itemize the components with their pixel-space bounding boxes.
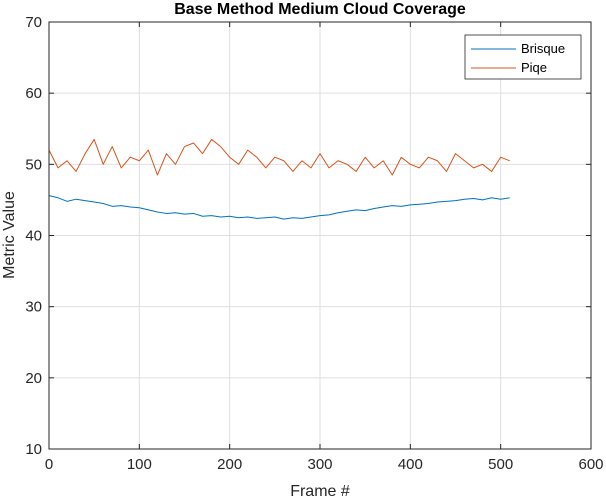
series-layer bbox=[48, 138, 510, 220]
y-axis-label: Metric Value bbox=[1, 191, 18, 279]
grid bbox=[49, 22, 591, 449]
x-tick-label: 300 bbox=[307, 456, 332, 473]
chart-title: Base Method Medium Cloud Coverage bbox=[174, 1, 466, 18]
y-tick-label: 30 bbox=[25, 299, 42, 316]
legend: Brisque Piqe bbox=[464, 34, 582, 80]
y-tick-label: 20 bbox=[25, 370, 42, 387]
legend-label-piqe: Piqe bbox=[521, 60, 547, 75]
x-tick-label: 500 bbox=[488, 456, 513, 473]
y-tick-label: 50 bbox=[25, 156, 42, 173]
legend-label-brisque: Brisque bbox=[521, 41, 565, 56]
axis-ticks bbox=[48, 21, 592, 450]
y-tick-label: 60 bbox=[25, 85, 42, 102]
series-line-brisque bbox=[48, 195, 510, 220]
series-line-piqe bbox=[48, 138, 510, 176]
x-tick-label: 400 bbox=[398, 456, 423, 473]
legend-box bbox=[464, 34, 582, 80]
y-tick-label: 40 bbox=[25, 228, 42, 245]
x-tick-label: 0 bbox=[45, 456, 53, 473]
x-tick-label: 600 bbox=[578, 456, 603, 473]
x-axis-label: Frame # bbox=[290, 483, 350, 498]
y-tick-label: 10 bbox=[25, 441, 42, 458]
x-tick-label: 100 bbox=[127, 456, 152, 473]
y-tick-label: 70 bbox=[25, 14, 42, 31]
x-tick-label: 200 bbox=[217, 456, 242, 473]
tick-labels: 0 100 200 300 400 500 600 10 20 30 40 50 60 70 bbox=[25, 14, 603, 473]
